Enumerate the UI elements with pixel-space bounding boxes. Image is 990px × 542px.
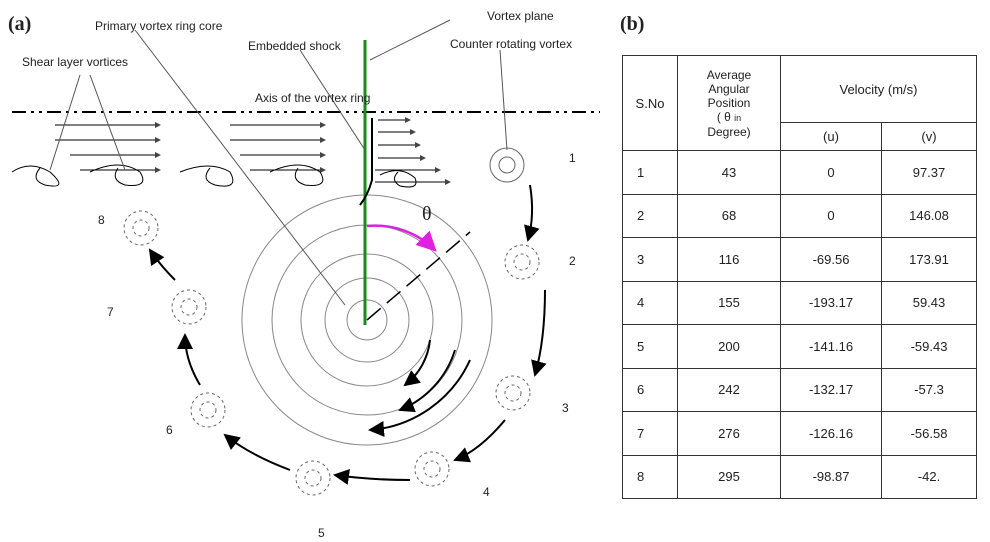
path-arrows: [150, 185, 545, 480]
table-cell: 295: [678, 455, 781, 499]
table-cell: 173.91: [882, 238, 977, 282]
annotation: Shear layer vortices: [22, 55, 128, 69]
header-row: S.No Average Angular Position ( θ in Deg…: [623, 56, 977, 123]
header-text: Position: [708, 96, 751, 110]
table-cell: 146.08: [882, 194, 977, 238]
table-cell: 6: [623, 368, 678, 412]
annotation: Vortex plane: [487, 9, 554, 23]
table-cell: -98.87: [781, 455, 882, 499]
table-cell: 43: [678, 151, 781, 195]
radius-line: [367, 232, 470, 320]
header-text: Average: [707, 68, 751, 82]
theta: θ: [422, 203, 432, 225]
table-cell: -141.16: [781, 325, 882, 369]
table-cell: -126.16: [781, 412, 882, 456]
position-label: 7: [107, 305, 114, 319]
table-cell: 8: [623, 455, 678, 499]
position-label: 3: [562, 401, 569, 415]
vortex-position: [505, 245, 539, 279]
header-text: in: [734, 113, 741, 123]
table-cell: -57.3: [882, 368, 977, 412]
table-cell: -42.: [882, 455, 977, 499]
table-cell: 155: [678, 281, 781, 325]
table-cell: 59.43: [882, 281, 977, 325]
table-cell: 68: [678, 194, 781, 238]
header-cell: (u): [781, 123, 882, 151]
vortex-position: [505, 385, 521, 401]
table-cell: 4: [623, 281, 678, 325]
table-cell: 1: [623, 151, 678, 195]
data-table: S.No Average Angular Position ( θ in Deg…: [622, 55, 977, 499]
header-cell: (v): [882, 123, 977, 151]
vortex-position: [191, 393, 225, 427]
table-cell: -193.17: [781, 281, 882, 325]
table-cell: -69.56: [781, 238, 882, 282]
vortex-position: [200, 402, 216, 418]
annotation: Axis of the vortex ring: [255, 91, 370, 105]
vortex-position: [424, 461, 440, 477]
panel-label: (a): [8, 13, 31, 35]
table-cell: 276: [678, 412, 781, 456]
shear-vortices: [12, 165, 416, 187]
table-cell: 7: [623, 412, 678, 456]
position-label: 1: [569, 151, 576, 165]
annotation: Embedded shock: [248, 39, 342, 53]
header-cell: Average Angular Position ( θ in Degree): [678, 56, 781, 151]
table-cell: 3: [623, 238, 678, 282]
position-label: 2: [569, 254, 576, 268]
vortex-position: [415, 452, 449, 486]
position-label: 5: [318, 526, 325, 540]
vortex-position: [296, 461, 330, 495]
vortex-position: [305, 470, 321, 486]
page: (a) (b) θ Primary vortex ring core Vorte…: [0, 0, 990, 542]
rotation-arrows: [370, 340, 470, 430]
theta-arc: [367, 226, 435, 250]
table-cell: 242: [678, 368, 781, 412]
table-cell: 5: [623, 325, 678, 369]
table-cell: 0: [781, 151, 882, 195]
header-cell: S.No: [623, 56, 678, 151]
header-text: Degree): [707, 125, 750, 139]
position-label: 8: [98, 213, 105, 227]
vortex-position: [490, 148, 524, 182]
header-cell: Velocity (m/s): [781, 56, 977, 123]
vortex-position: [133, 220, 149, 236]
position-label: 4: [483, 485, 490, 499]
table-cell: 97.37: [882, 151, 977, 195]
table-cell: -132.17: [781, 368, 882, 412]
header-text: ( θ: [717, 110, 731, 124]
positions: 1 2 3 4 5 6 7 8: [98, 148, 576, 540]
flow-arrows: [55, 120, 450, 182]
vortex-position: [514, 254, 530, 270]
table-cell: 116: [678, 238, 781, 282]
annotation: Primary vortex ring core: [95, 19, 223, 33]
table-cell: -56.58: [882, 412, 977, 456]
vortex-position: [124, 211, 158, 245]
vortex-position: [181, 299, 197, 315]
table-cell: 2: [623, 194, 678, 238]
table-cell: 0: [781, 194, 882, 238]
vortex-position: [499, 157, 515, 173]
annotation: Counter rotating vortex: [450, 37, 572, 51]
vortex-position: [496, 376, 530, 410]
vortex-position: [172, 290, 206, 324]
table-cell: 200: [678, 325, 781, 369]
header-text: Angular: [708, 82, 749, 96]
panel-label: (b): [620, 13, 644, 35]
position-label: 6: [166, 423, 173, 437]
table-cell: -59.43: [882, 325, 977, 369]
